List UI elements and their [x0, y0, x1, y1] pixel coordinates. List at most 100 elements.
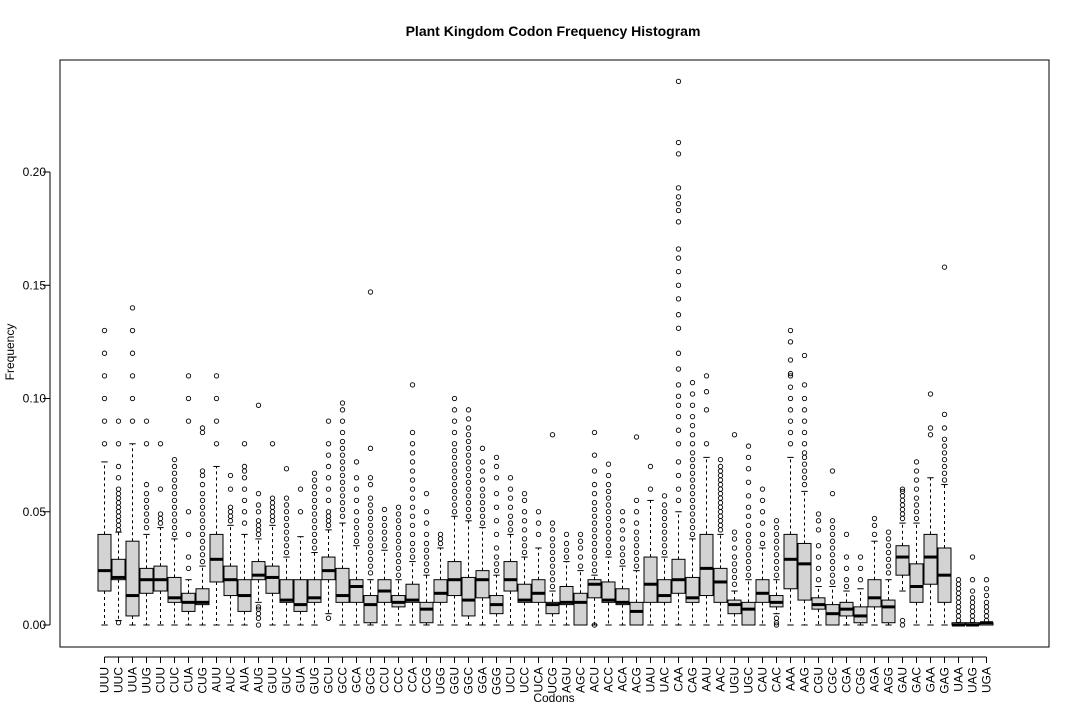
outlier-point: [479, 477, 486, 483]
outlier-point: [171, 477, 178, 483]
box-gcg: [363, 289, 378, 626]
outlier-point: [675, 219, 682, 225]
outlier-point: [409, 513, 416, 519]
outlier-point: [773, 552, 780, 558]
outlier-point: [199, 497, 206, 504]
box-ugc: [741, 443, 756, 626]
outlier-point: [745, 558, 752, 565]
outlier-point: [731, 561, 738, 567]
outlier-point: [283, 522, 290, 528]
outlier-point: [311, 518, 318, 524]
outlier-point: [465, 472, 472, 479]
outlier-point: [801, 429, 808, 436]
x-tick-label: CUA: [182, 667, 196, 692]
box-ucc: [517, 490, 532, 626]
outlier-point: [829, 518, 836, 524]
iqr-box: [503, 561, 518, 592]
outlier-point: [185, 565, 192, 572]
x-tick-label: CGC: [826, 667, 840, 694]
outlier-point: [283, 495, 290, 501]
x-tick-label: UCG: [546, 667, 560, 694]
outlier-point: [885, 549, 892, 556]
iqr-box: [657, 579, 672, 603]
outlier-point: [493, 531, 500, 538]
outlier-point: [311, 511, 318, 517]
outlier-point: [745, 545, 752, 551]
outlier-point: [311, 504, 318, 510]
box-gug: [307, 470, 322, 626]
outlier-point: [745, 565, 752, 572]
outlier-point: [381, 536, 388, 542]
outlier-point: [129, 395, 136, 402]
outlier-point: [339, 479, 346, 485]
outlier-point: [423, 567, 430, 574]
iqr-box: [419, 601, 434, 624]
iqr-box: [195, 588, 210, 606]
outlier-point: [787, 339, 794, 345]
outlier-point: [311, 545, 318, 551]
outlier-point: [941, 425, 948, 431]
outlier-point: [815, 527, 822, 533]
outlier-point: [171, 531, 178, 538]
box-cga: [839, 531, 854, 626]
outlier-point: [913, 509, 920, 515]
outlier-point: [423, 547, 430, 553]
outlier-point: [927, 391, 934, 397]
outlier-point: [605, 515, 612, 522]
outlier-point: [325, 615, 332, 621]
outlier-point: [241, 497, 248, 504]
outlier-point: [255, 402, 262, 408]
outlier-point: [381, 522, 388, 528]
outlier-point: [325, 475, 332, 481]
outlier-point: [297, 509, 304, 515]
outlier-point: [129, 327, 136, 334]
outlier-point: [367, 543, 374, 549]
outlier-point: [115, 522, 122, 528]
outlier-point: [605, 522, 612, 528]
outlier-point: [717, 513, 724, 519]
outlier-point: [689, 413, 696, 420]
outlier-point: [311, 524, 318, 531]
x-tick-label: GUA: [294, 667, 308, 693]
outlier-point: [969, 604, 976, 610]
outlier-point: [451, 429, 458, 436]
x-tick-label: CCG: [420, 667, 434, 694]
outlier-point: [745, 443, 752, 449]
x-tick-label: GGA: [476, 667, 490, 694]
box-aca: [615, 509, 630, 626]
box-gga: [475, 445, 490, 626]
outlier-point: [479, 445, 486, 451]
y-tick-label: 0.10: [23, 392, 47, 406]
outlier-point: [367, 502, 374, 508]
iqr-box: [573, 592, 588, 626]
outlier-point: [577, 563, 584, 569]
outlier-point: [563, 554, 570, 560]
outlier-point: [801, 475, 808, 481]
x-tick-label: GUC: [280, 667, 294, 694]
outlier-point: [115, 441, 122, 447]
outlier-point: [843, 583, 850, 590]
outlier-point: [507, 486, 514, 492]
box-ccc: [391, 504, 406, 626]
outlier-point: [885, 556, 892, 562]
outlier-point: [255, 490, 262, 497]
outlier-point: [983, 608, 990, 615]
outlier-point: [661, 549, 668, 556]
outlier-point: [605, 509, 612, 515]
outlier-point: [325, 441, 332, 447]
outlier-point: [199, 429, 206, 436]
outlier-point: [451, 461, 458, 467]
outlier-point: [409, 495, 416, 501]
outlier-point: [787, 429, 794, 436]
outlier-point: [129, 418, 136, 424]
outlier-point: [591, 547, 598, 553]
outlier-point: [423, 520, 430, 526]
outlier-point: [423, 531, 430, 538]
box-ggg: [489, 454, 504, 626]
outlier-point: [661, 529, 668, 535]
outlier-point: [395, 538, 402, 544]
outlier-point: [143, 490, 150, 497]
iqr-box: [475, 570, 490, 599]
outlier-point: [227, 504, 234, 510]
outlier-point: [101, 418, 108, 424]
